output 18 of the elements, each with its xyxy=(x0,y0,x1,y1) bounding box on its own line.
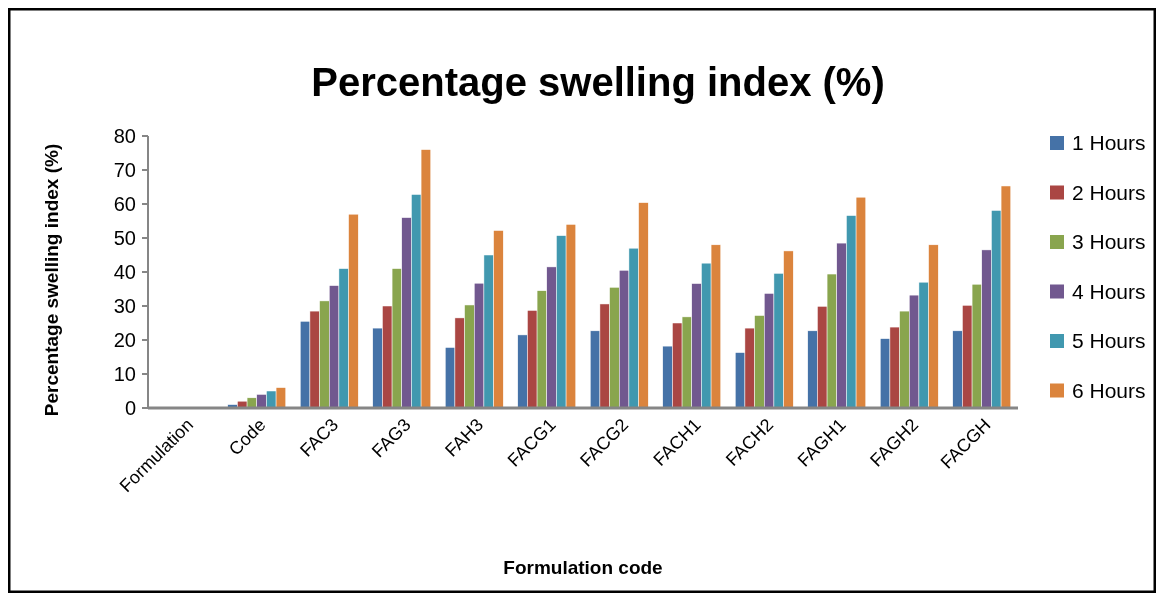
legend-label: 5 Hours xyxy=(1072,329,1146,353)
legend-label: 4 Hours xyxy=(1072,279,1146,303)
y-tick-label: 50 xyxy=(113,227,136,249)
legend-label: 1 Hours xyxy=(1072,131,1146,155)
y-tick-label: 60 xyxy=(113,193,136,215)
y-tick-label: 80 xyxy=(113,125,136,147)
y-tick-label: 10 xyxy=(113,363,136,385)
y-tick-label: 30 xyxy=(113,295,136,317)
chart-title: Percentage swelling index (%) xyxy=(311,60,885,104)
legend-label: 6 Hours xyxy=(1072,378,1146,402)
y-axis-title: Percentage swelling index (%) xyxy=(41,143,62,417)
y-tick-label: 0 xyxy=(124,397,136,419)
y-tick-label: 20 xyxy=(113,329,136,351)
x-axis-title: Formulation code xyxy=(503,557,663,578)
y-tick-label: 70 xyxy=(113,159,136,181)
y-tick-label: 40 xyxy=(113,261,136,283)
legend-label: 2 Hours xyxy=(1072,180,1146,204)
legend-label: 3 Hours xyxy=(1072,230,1146,254)
